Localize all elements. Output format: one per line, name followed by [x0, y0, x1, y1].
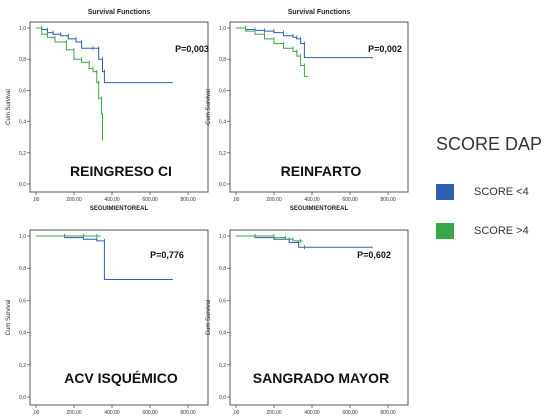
y-tick-label: 1,0: [219, 26, 226, 32]
x-tick-label: 200,00: [266, 197, 282, 203]
y-tick-label: 0,6: [19, 88, 26, 94]
x-tick-label: 800,00: [180, 410, 196, 416]
x-tick-label: 400,00: [104, 410, 120, 416]
x-tick-label: 200,00: [66, 410, 82, 416]
y-axis-label: Cum Survival: [206, 89, 212, 125]
y-tick-label: 0,4: [219, 331, 226, 337]
p-value-label: P=0,776: [150, 250, 184, 260]
y-axis-label: Cum Survival: [6, 300, 12, 336]
x-tick-label: 600,00: [142, 197, 158, 203]
x-tick-label: 800,00: [380, 410, 396, 416]
y-tick-label: 0,8: [19, 57, 26, 63]
y-tick-label: 0,2: [19, 363, 26, 369]
legend-swatch-green: [436, 223, 454, 239]
outcome-label: REINFARTO: [281, 163, 362, 179]
plot-frame: [29, 229, 209, 406]
y-tick-label: 1,0: [19, 234, 26, 240]
y-tick-label: 0,0: [219, 182, 226, 188]
p-value-label: P=0,002: [368, 44, 402, 54]
legend-label: SCORE >4: [474, 225, 529, 237]
y-tick-label: 0,4: [219, 120, 226, 126]
x-axis-label: SEGUIMIENTOREAL: [290, 206, 349, 212]
y-tick-label: 0,6: [19, 298, 26, 304]
outcome-label: ACV ISQUÉMICO: [64, 370, 178, 386]
x-tick-label: 800,00: [180, 197, 196, 203]
plot-frame: [229, 229, 409, 406]
x-tick-label: 600,00: [342, 197, 358, 203]
y-axis-label: Cum Survival: [6, 89, 12, 125]
y-tick-label: 0,6: [219, 88, 226, 94]
x-tick-label: 200,00: [266, 410, 282, 416]
x-tick-label: 400,00: [304, 410, 320, 416]
y-tick-label: 0,8: [219, 266, 226, 272]
chart-title: Survival Functions: [288, 9, 351, 16]
series-line-score-gt4: [36, 27, 103, 141]
y-tick-label: 0,0: [19, 395, 26, 401]
x-axis-label: SEGUIMIENTOREAL: [90, 206, 149, 212]
chart-panel-3: 0,0 0,2 0,4 0,6 0,8 1,0 ,00 200,00 400,00 600,00 8…: [6, 229, 209, 416]
x-tick-label: 400,00: [104, 197, 120, 203]
legend-label: SCORE <4: [474, 186, 529, 198]
x-tick-label: 400,00: [304, 197, 320, 203]
x-tick-label: ,00: [233, 410, 240, 416]
y-tick-label: 0,6: [219, 298, 226, 304]
x-tick-label: 600,00: [142, 410, 158, 416]
x-tick-label: 800,00: [380, 197, 396, 203]
y-tick-label: 0,8: [219, 57, 226, 63]
y-tick-label: 0,2: [219, 151, 226, 157]
chart-panel-2: Survival Functions 0,0 0,2 0,4 0,6 0,8 1,0 ,00 2…: [206, 9, 409, 212]
y-tick-label: 0,0: [219, 395, 226, 401]
p-value-label: P=0,003: [175, 44, 209, 54]
y-tick-label: 1,0: [19, 26, 26, 32]
x-tick-label: ,00: [33, 410, 40, 416]
y-tick-label: 0,8: [19, 266, 26, 272]
plot-frame: [229, 21, 409, 193]
chart-title: Survival Functions: [88, 9, 151, 16]
y-tick-label: 0,2: [19, 151, 26, 157]
x-tick-label: ,00: [33, 197, 40, 203]
x-tick-label: 200,00: [66, 197, 82, 203]
chart-panel-1: Survival Functions 0,0 0,2 0,4 0,6 0,8 1,0 ,00 2…: [6, 9, 209, 212]
legend-item-score-gt4: SCORE >4: [436, 222, 529, 240]
legend-swatch-blue: [436, 184, 454, 200]
x-tick-label: ,00: [233, 197, 240, 203]
y-tick-label: 0,4: [19, 120, 26, 126]
legend-item-score-lt4: SCORE <4: [436, 183, 529, 201]
outcome-label: SANGRADO MAYOR: [253, 370, 389, 386]
y-tick-label: 0,4: [19, 331, 26, 337]
legend-title: SCORE DAP: [436, 134, 543, 154]
y-axis-label: Cum Survival: [206, 300, 212, 336]
y-tick-label: 0,0: [19, 182, 26, 188]
chart-panel-4: 0,0 0,2 0,4 0,6 0,8 1,0 ,00 200,00 400,00 600,00 8…: [206, 229, 409, 416]
x-tick-label: 600,00: [342, 410, 358, 416]
plot-frame: [29, 21, 209, 193]
y-tick-label: 0,2: [219, 363, 226, 369]
outcome-label: REINGRESO CI: [70, 163, 172, 179]
y-tick-label: 1,0: [219, 234, 226, 240]
p-value-label: P=0,602: [357, 250, 391, 260]
